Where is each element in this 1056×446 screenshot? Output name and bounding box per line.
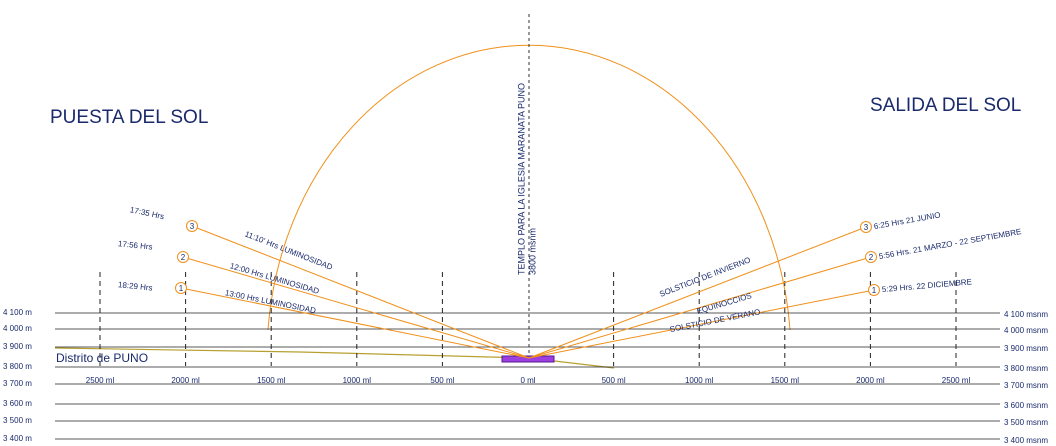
elevation-label-right: 4 100 msnm (1004, 310, 1048, 319)
sunrise-ray (528, 226, 867, 359)
sunset-ray (182, 256, 530, 359)
distance-label: 2500 ml (86, 376, 115, 385)
distance-label: 2500 ml (942, 376, 971, 385)
sunset-ray (180, 287, 530, 359)
center-label: TEMPLO PARA LA IGLESIA MARANATA PUNO (516, 83, 526, 275)
distance-label: 1500 ml (257, 376, 286, 385)
center-elevation: 3800 msnm (527, 228, 537, 275)
elevation-label-left: 4 100 m (3, 308, 32, 317)
sunrise-time: 5:29 Hrs. 22 DICIEMBRE (882, 277, 973, 294)
elevation-label-left: 3 900 m (3, 342, 32, 351)
elevation-label-right: 3 800 msnm (1004, 364, 1048, 373)
ray-number: 2 (869, 253, 874, 262)
sunset-duration: 11:10' Hrs LUMINOSIDAD (244, 229, 334, 272)
distance-label: 0 ml (520, 376, 535, 385)
left-title: PUESTA DEL SOL (50, 107, 208, 128)
distance-label: 2000 ml (856, 376, 885, 385)
sunset-time: 18:29 Hrs (118, 280, 153, 293)
ray-marker (177, 251, 189, 263)
ray-number: 1 (872, 286, 877, 295)
elevation-label-left: 3 700 m (3, 379, 32, 388)
elevation-label-left: 3 500 m (3, 416, 32, 425)
ray-marker (860, 221, 872, 233)
distance-label: 1000 ml (343, 376, 372, 385)
elevation-label-left: 4 000 m (3, 324, 32, 333)
ray-number: 3 (190, 222, 195, 231)
ray-marker (175, 282, 187, 294)
elevation-label-left: 3 400 m (3, 434, 32, 443)
ray-marker (186, 220, 198, 232)
sunrise-ray (528, 289, 875, 359)
right-title: SALIDA DEL SOL (870, 95, 1021, 116)
elevation-label-left: 3 800 m (3, 362, 32, 371)
sunrise-name: SOLSTICIO DE VERANO (669, 307, 761, 334)
temple (501, 355, 555, 363)
ray-number: 1 (179, 284, 184, 293)
distance-label: 500 ml (430, 376, 454, 385)
distance-label: 500 ml (602, 376, 626, 385)
ray-marker (865, 251, 877, 263)
sunrise-ray (528, 256, 872, 359)
sunset-time: 17:35 Hrs (129, 205, 165, 221)
elevation-label-right: 3 900 msnm (1004, 344, 1048, 353)
elevation-label-right: 4 000 msnm (1004, 326, 1048, 335)
distance-label: 1500 ml (771, 376, 800, 385)
distance-label: 1000 ml (685, 376, 714, 385)
elevation-label-left: 3 600 m (3, 399, 32, 408)
sunset-ray (191, 225, 530, 359)
ray-number: 3 (864, 223, 869, 232)
elevation-label-right: 3 400 msnm (1004, 436, 1048, 445)
distance-label: 2000 ml (171, 376, 200, 385)
sunset-time: 17:56 Hrs (118, 239, 153, 252)
ray-marker (868, 284, 880, 296)
district-label: Distrito de PUNO (56, 351, 148, 365)
elevation-label-right: 3 700 msnm (1004, 381, 1048, 390)
sunrise-time: 5:56 Hrs. 21 MARZO - 22 SEPTIEMBRE (878, 227, 1022, 261)
sunrise-time: 6:25 Hrs 21 JUNIO (873, 210, 941, 231)
terrain (54, 347, 615, 369)
elevation-label-right: 3 500 msnm (1004, 418, 1048, 427)
ray-number: 2 (181, 253, 186, 262)
elevation-label-right: 3 600 msnm (1004, 401, 1048, 410)
